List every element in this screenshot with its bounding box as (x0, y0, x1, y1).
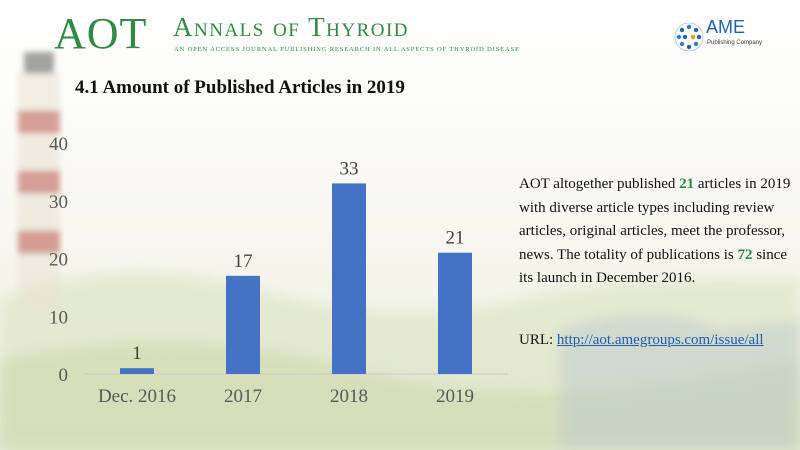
x-tick-label: 2019 (436, 386, 474, 407)
data-label: 1 (132, 343, 142, 364)
bar (120, 368, 154, 374)
issue-archive-link[interactable]: http://aot.amegroups.com/issue/all (556, 332, 764, 348)
x-tick-label: 2017 (224, 386, 262, 407)
x-tick-label: 2018 (330, 386, 368, 407)
description-part-1: AOT altogether published (519, 176, 680, 192)
y-tick-label: 40 (49, 134, 68, 155)
url-label: URL: (519, 332, 557, 348)
description-part-2: articles in 2019 with diverse article ty… (519, 176, 791, 263)
total-highlight: 72 (737, 246, 753, 263)
url-line: URL: http://aot.amegroups.com/issue/all (519, 332, 764, 349)
bar (332, 183, 366, 374)
y-tick-label: 30 (49, 192, 68, 213)
y-tick-label: 20 (49, 250, 68, 271)
description-text: AOT altogether published 21 articles in … (519, 173, 791, 291)
publisher-subtitle: Publishing Company (707, 40, 763, 46)
y-tick-label: 10 (49, 307, 68, 328)
journal-tagline: An open access journal publishing resear… (174, 46, 520, 53)
x-tick-label: Dec. 2016 (98, 386, 176, 407)
journal-logo-abbr: AOT (54, 9, 148, 58)
bar (226, 275, 260, 374)
count-2019-highlight: 21 (679, 176, 695, 192)
journal-name: Annals of Thyroid (173, 12, 410, 42)
section-title: 4.1 Amount of Published Articles in 2019 (75, 77, 405, 98)
data-label: 17 (234, 251, 253, 272)
bar (438, 252, 472, 374)
data-label: 33 (340, 158, 359, 179)
ame-globe-icon (674, 22, 704, 52)
y-tick-label: 0 (59, 365, 69, 386)
publisher-name: AME (706, 17, 746, 37)
data-label: 21 (446, 228, 465, 249)
description-part-3: since its launch in December 2016. (519, 246, 788, 287)
